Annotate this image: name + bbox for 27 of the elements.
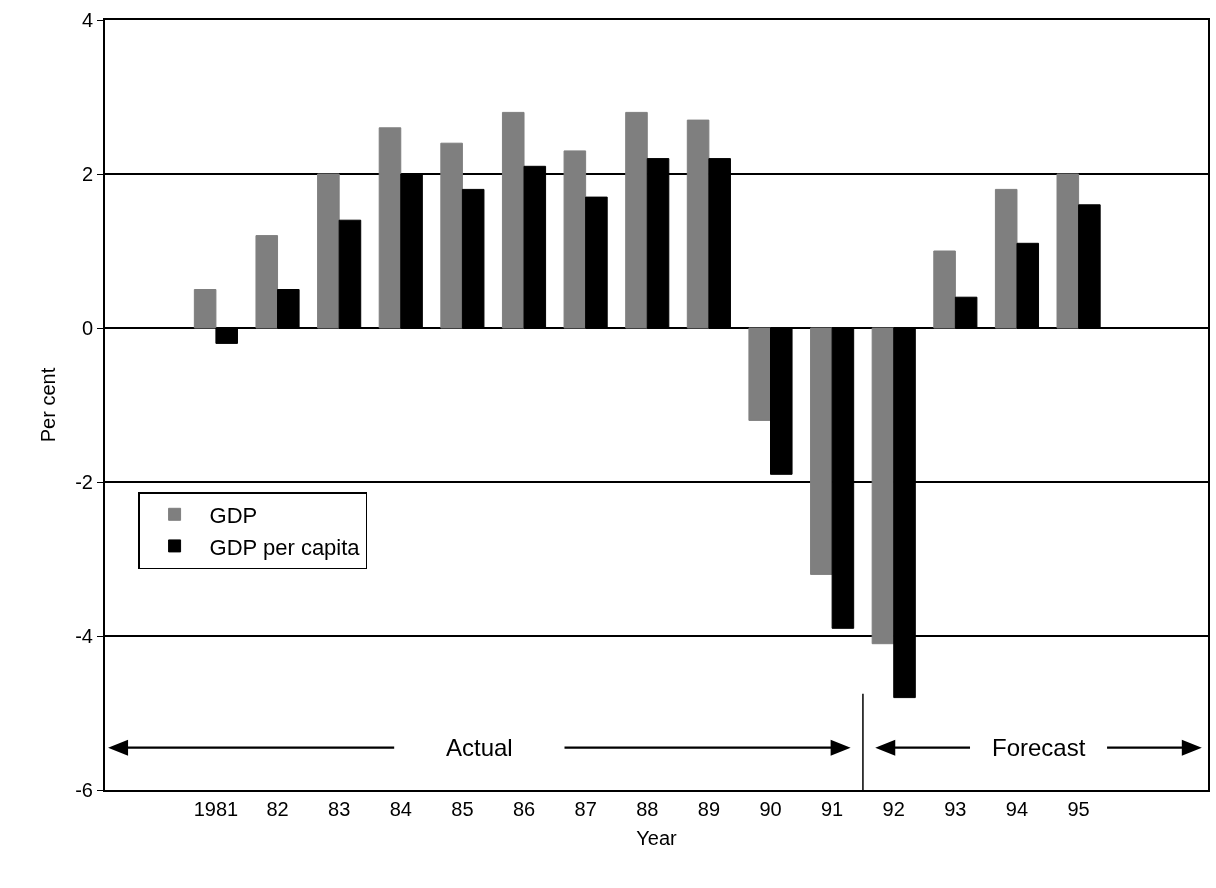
x-tick-label: 95 (1067, 798, 1090, 820)
x-tick-label: 87 (574, 798, 597, 820)
y-tick-label: -2 (75, 471, 93, 493)
y-tick-label: 2 (81, 163, 93, 185)
legend-label: GDP (209, 502, 258, 528)
x-tick-label: 89 (697, 798, 721, 820)
y-tick-label: -4 (75, 625, 93, 647)
annotation: Actual (446, 734, 513, 761)
y-tick-label: 0 (81, 317, 93, 339)
y-tick-label: -6 (75, 779, 93, 801)
x-tick-label: 85 (451, 798, 474, 820)
x-tick-label: 88 (636, 798, 659, 820)
y-axis-title: Per cent (37, 367, 60, 443)
x-tick-label: 1981 (193, 798, 239, 820)
y-tick-label: 4 (81, 9, 93, 31)
x-tick-label: 94 (1005, 798, 1029, 820)
x-tick-label: 86 (512, 798, 536, 820)
x-tick-label: 82 (266, 798, 289, 820)
x-axis-title: Year (636, 827, 678, 849)
x-tick-label: 91 (820, 798, 844, 820)
x-tick-label: 84 (389, 798, 412, 820)
x-tick-label: 93 (944, 798, 967, 820)
x-tick-label: 83 (328, 798, 351, 820)
legend-label: GDP per capita (209, 534, 361, 560)
x-tick-label: 92 (882, 798, 905, 820)
x-tick-label: 90 (759, 798, 782, 820)
annotation: Forecast (992, 734, 1086, 761)
